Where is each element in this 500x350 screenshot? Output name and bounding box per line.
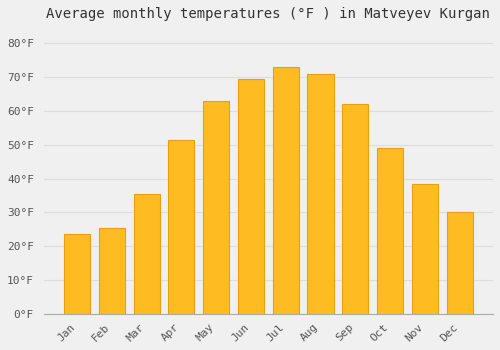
Bar: [99, 228, 125, 314]
Bar: [412, 184, 438, 314]
Bar: [308, 74, 334, 314]
Bar: [203, 101, 229, 314]
Bar: [64, 234, 90, 314]
Title: Average monthly temperatures (°F ) in Matveyev Kurgan: Average monthly temperatures (°F ) in Ma…: [46, 7, 490, 21]
Bar: [377, 148, 403, 314]
Bar: [168, 140, 194, 314]
Bar: [272, 67, 299, 314]
Bar: [238, 79, 264, 314]
Bar: [342, 104, 368, 314]
Bar: [446, 212, 472, 314]
Bar: [134, 194, 160, 314]
